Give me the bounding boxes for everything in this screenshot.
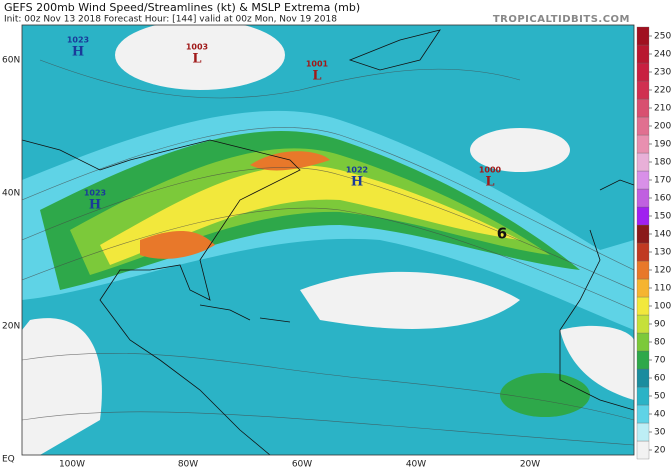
colorbar-swatch: [636, 386, 650, 406]
colorbar-swatch: [636, 44, 650, 64]
coastline: [199, 304, 291, 323]
colorbar-label: 60: [654, 374, 666, 384]
colorbar-label: 190: [654, 140, 671, 150]
colorbar-swatch: [636, 242, 650, 262]
pressure-value: 1000: [479, 166, 502, 175]
colorbar-swatch: [636, 350, 650, 370]
colorbar-swatch: [636, 80, 650, 100]
calm-area: [22, 318, 102, 455]
streamline: [22, 411, 634, 446]
colorbar-swatch: [636, 170, 650, 190]
colorbar-label: 50: [654, 392, 666, 402]
coastline: [559, 179, 634, 411]
calm-area: [115, 25, 285, 90]
annotation: 6: [497, 225, 507, 243]
title: GEFS 200mb Wind Speed/Streamlines (kt) &…: [4, 1, 360, 14]
lat-label: 20N: [2, 322, 20, 332]
colorbar-swatch: [636, 116, 650, 136]
colorbar-swatch: [636, 332, 650, 352]
pressure-letter: H: [72, 45, 84, 60]
wind-patch: [500, 373, 590, 417]
wind-band-yellow: [100, 165, 520, 265]
colorbar-label: 40: [654, 410, 666, 420]
calm-area: [560, 325, 634, 400]
streamline: [22, 127, 634, 271]
pressure-letter: L: [192, 52, 201, 67]
colorbar-swatch: [636, 422, 650, 442]
colorbar-label: 220: [654, 86, 671, 96]
coastline: [22, 139, 301, 455]
wind-max: [250, 151, 330, 171]
lon-label: 40W: [406, 460, 426, 470]
colorbar-swatch: [636, 152, 650, 172]
streamline: [39, 59, 521, 99]
pressure-value: 1023: [84, 189, 106, 198]
colorbar-swatch: [636, 188, 650, 208]
lat-label: 60N: [2, 56, 20, 66]
colorbar-swatch: [636, 278, 650, 298]
colorbar-label: 240: [654, 50, 671, 60]
pressure-letter: H: [89, 198, 101, 213]
colorbar-swatch: [636, 134, 650, 154]
calm-area: [300, 271, 520, 329]
pressure-value: 1001: [306, 60, 329, 69]
colorbar-label: 130: [654, 248, 671, 258]
colorbar-swatch: [636, 368, 650, 388]
colorbar-swatch: [636, 224, 650, 244]
pressure-value: 1022: [346, 166, 368, 175]
colorbar-label: 210: [654, 104, 671, 114]
pressure-letter: L: [312, 69, 321, 84]
colorbar-swatch: [636, 314, 650, 334]
colorbar-swatch: [636, 98, 650, 118]
streamline: [22, 352, 634, 421]
colorbar-label: 200: [654, 122, 671, 132]
streamline: [22, 207, 634, 311]
lat-label: 40N: [2, 189, 20, 199]
colorbar-label: 150: [654, 212, 671, 222]
wind-band-lightgreen: [70, 148, 550, 275]
colorbar-swatch: [636, 296, 650, 316]
coastline: [348, 29, 441, 71]
colorbar-label: 230: [654, 68, 671, 78]
pressure-value: 1003: [186, 43, 208, 52]
pressure-value: 1023: [67, 36, 89, 45]
subtitle: Init: 00z Nov 13 2018 Forecast Hour: [14…: [4, 15, 337, 25]
colorbar-label: 100: [654, 302, 671, 312]
colorbar-swatch: [636, 62, 650, 82]
pressure-letter: L: [485, 175, 494, 190]
colorbar-swatch: [636, 26, 650, 46]
lon-label: 80W: [178, 460, 198, 470]
colorbar-label: 70: [654, 356, 666, 366]
streamline: [22, 167, 634, 291]
colorbar-label: 110: [654, 284, 671, 294]
colorbar-swatch: [636, 440, 650, 460]
colorbar-label: 120: [654, 266, 671, 276]
colorbar-label: 140: [654, 230, 671, 240]
calm-area: [470, 128, 570, 172]
map-frame: [21, 24, 635, 456]
lon-label: 20W: [520, 460, 540, 470]
wind-max: [140, 230, 215, 259]
map-area: [22, 25, 634, 455]
watermark: TROPICALTIDBITS.COM: [493, 14, 630, 25]
colorbar-swatch: [636, 206, 650, 226]
colorbar-label: 20: [654, 446, 666, 456]
colorbar-label: 250: [654, 32, 671, 42]
lon-label: 60W: [292, 460, 312, 470]
lon-label: 100W: [59, 460, 85, 470]
colorbar-label: 160: [654, 194, 671, 204]
colorbar-label: 170: [654, 176, 671, 186]
pressure-letter: H: [351, 175, 363, 190]
colorbar-label: 30: [654, 428, 666, 438]
colorbar-label: 80: [654, 338, 666, 348]
lat-label: EQ: [2, 455, 15, 465]
colorbar-swatch: [636, 260, 650, 280]
colorbar-label: 180: [654, 158, 671, 168]
colorbar-label: 90: [654, 320, 666, 330]
colorbar-swatch: [636, 404, 650, 424]
